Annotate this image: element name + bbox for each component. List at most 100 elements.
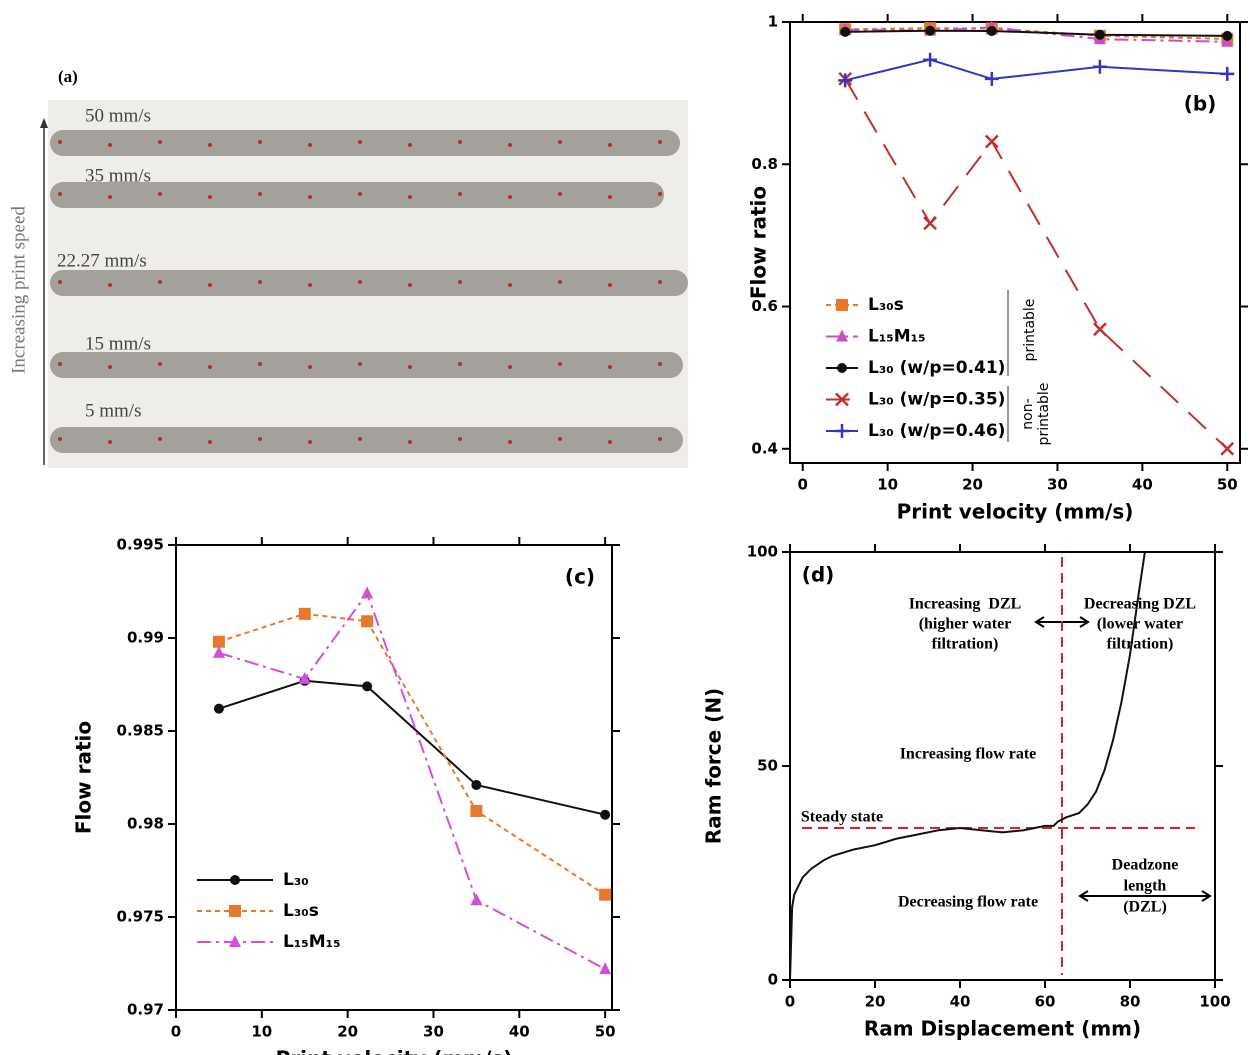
dot (508, 143, 512, 147)
dot (608, 195, 612, 199)
annotation: Increasing DZL (909, 596, 1022, 613)
dot (508, 195, 512, 199)
dot (608, 365, 612, 369)
axis-label: Increasing print speed (8, 206, 29, 374)
strand (50, 352, 683, 378)
marker (470, 893, 483, 906)
legend-marker (229, 905, 241, 917)
strand (50, 130, 680, 156)
dot (458, 140, 462, 144)
marker (838, 73, 853, 88)
marker (213, 703, 224, 714)
dot (208, 283, 212, 287)
y-axis-title: Flow ratio (747, 186, 771, 299)
dot (308, 440, 312, 444)
marker (984, 71, 999, 86)
annotation: Increasing flow rate (900, 746, 1037, 763)
legend-label: L₁₅M₁₅ (283, 932, 341, 952)
marker (298, 607, 311, 620)
marker (599, 888, 612, 901)
dot (108, 143, 112, 147)
y-tick-label: 0.98 (127, 815, 164, 833)
dot (258, 437, 262, 441)
dot (308, 195, 312, 199)
dot (508, 283, 512, 287)
x-tick-label: 0 (171, 1023, 181, 1041)
x-axis-title: Ram Displacement (mm) (864, 1017, 1141, 1041)
dot (458, 280, 462, 284)
x-tick-label: 50 (1217, 476, 1238, 494)
annotation: Deadzone (1112, 857, 1179, 874)
dot (358, 192, 362, 196)
dot (308, 143, 312, 147)
dot (658, 140, 662, 144)
dot (608, 283, 612, 287)
panel-label: (c) (565, 565, 595, 589)
dot (158, 362, 162, 366)
legend-marker (836, 329, 848, 342)
speed-label: 22.27 mm/s (57, 250, 147, 271)
legend-label: L₃₀ (283, 870, 309, 890)
dot (158, 192, 162, 196)
dot (558, 437, 562, 441)
strand (50, 427, 683, 453)
y-tick-label: 0.8 (751, 155, 778, 173)
marker (298, 671, 311, 684)
annotation: printable (1036, 383, 1052, 446)
annotation: (lower water (1097, 616, 1183, 633)
x-tick-label: 40 (1132, 476, 1153, 494)
marker (925, 25, 936, 36)
x-tick-label: 10 (877, 476, 898, 494)
x-tick-label: 10 (251, 1023, 272, 1041)
y-tick-label: 0.6 (751, 297, 778, 315)
dot (108, 440, 112, 444)
annotation: non- (1020, 398, 1036, 429)
y-tick-label: 0.4 (751, 439, 778, 457)
legend-marker (229, 935, 241, 947)
legend-marker (835, 424, 849, 438)
dot (508, 440, 512, 444)
dot (608, 440, 612, 444)
x-axis-title: Print velocity (mm/s) (897, 500, 1134, 524)
annotation: Decreasing flow rate (898, 894, 1038, 911)
speed-label: 50 mm/s (85, 105, 151, 126)
dot (258, 140, 262, 144)
x-tick-label: 30 (423, 1023, 444, 1041)
y-tick-label: 50 (757, 757, 778, 775)
marker (923, 216, 937, 231)
dot (358, 362, 362, 366)
dot (658, 362, 662, 366)
speed-label: 15 mm/s (85, 333, 151, 354)
marker (600, 809, 611, 820)
x-tick-label: 20 (962, 476, 983, 494)
marker (1094, 29, 1105, 40)
dot (308, 283, 312, 287)
dot (108, 365, 112, 369)
strand (50, 270, 688, 296)
annotation: Steady state (801, 809, 883, 826)
marker (923, 52, 938, 67)
dot (208, 365, 212, 369)
dot (258, 280, 262, 284)
x-tick-label: 30 (1047, 476, 1068, 494)
dot (558, 280, 562, 284)
marker (361, 586, 374, 599)
x-tick-label: 20 (865, 993, 886, 1011)
dot (608, 143, 612, 147)
dot (558, 192, 562, 196)
dot (458, 437, 462, 441)
speed-label: 5 mm/s (85, 400, 141, 421)
marker (212, 635, 225, 648)
marker (599, 962, 612, 975)
marker (1220, 66, 1235, 81)
series-line (218, 612, 606, 896)
dot (158, 140, 162, 144)
x-tick-label: 100 (1199, 993, 1230, 1011)
dot (108, 195, 112, 199)
legend-marker (835, 392, 849, 407)
dot (408, 283, 412, 287)
speed-arrow-head (40, 118, 48, 128)
marker (984, 134, 999, 149)
dot (508, 365, 512, 369)
plot-frame (789, 21, 1241, 464)
